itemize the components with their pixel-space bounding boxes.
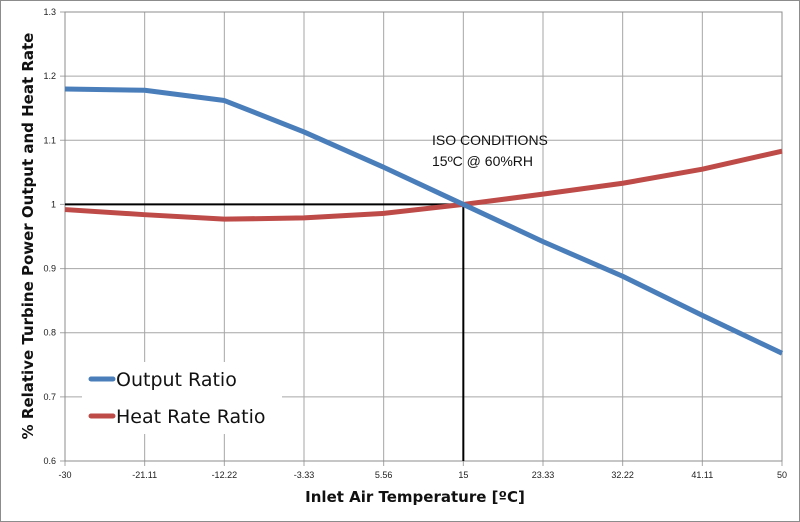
y-tick-label: 1 bbox=[51, 199, 56, 209]
legend-label-output-ratio: Output Ratio bbox=[116, 369, 237, 391]
x-tick-label: -30 bbox=[58, 470, 71, 480]
x-tick-label: 32.22 bbox=[611, 470, 634, 480]
x-tick-label: 5.56 bbox=[375, 470, 393, 480]
plot-area bbox=[64, 11, 783, 462]
y-tick-labels: 0.6 0.7 0.8 0.9 1 1.1 1.2 1.3 bbox=[43, 7, 56, 466]
x-axis-title: Inlet Air Temperature [ºC] bbox=[305, 488, 525, 506]
legend-box bbox=[82, 362, 282, 434]
annotation-line-1: ISO CONDITIONS bbox=[432, 132, 548, 148]
iso-reference-lines bbox=[65, 203, 465, 461]
x-tick-label: 15 bbox=[458, 470, 468, 480]
series-line-heat-rate-ratio bbox=[64, 148, 783, 222]
y-tick-label: 1.2 bbox=[43, 71, 56, 81]
y-tick-label: 1.3 bbox=[43, 7, 56, 17]
series-lines bbox=[64, 86, 784, 356]
x-tick-label: 41.11 bbox=[691, 470, 713, 480]
series-line-output-ratio bbox=[64, 86, 784, 356]
x-tick-label: -21.11 bbox=[132, 470, 157, 480]
y-tick-label: 0.8 bbox=[43, 328, 56, 338]
y-tick-label: 0.9 bbox=[43, 264, 56, 274]
x-tick-label: 23.33 bbox=[532, 470, 555, 480]
x-tick-label: 50 bbox=[777, 470, 787, 480]
y-tick-label: 1.1 bbox=[43, 135, 56, 145]
x-tick-labels: -30 -21.11 -12.22 -3.33 5.56 15 23.33 32.22 41.1… bbox=[58, 470, 787, 480]
annotation-line-2: 15ºC @ 60%RH bbox=[432, 153, 533, 169]
legend: Output Ratio Heat Rate Ratio bbox=[82, 362, 282, 434]
x-tick-label: -3.33 bbox=[294, 470, 315, 480]
y-tick-label: 0.7 bbox=[43, 392, 56, 402]
x-tick-label: -12.22 bbox=[212, 470, 238, 480]
y-tick-label: 0.6 bbox=[43, 456, 56, 466]
legend-label-heat-rate-ratio: Heat Rate Ratio bbox=[116, 406, 266, 428]
y-axis-title: % Relative Turbine Power Output and Heat… bbox=[19, 33, 37, 440]
